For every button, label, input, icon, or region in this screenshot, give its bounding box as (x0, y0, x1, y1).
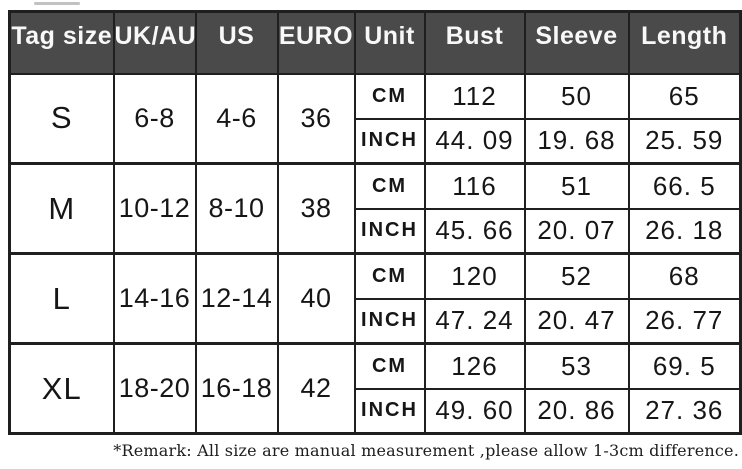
cell-l-inch-length: 26. 77 (627, 297, 742, 345)
row-m-inch: INCH 45. 66 20. 07 26. 18 (10, 207, 742, 255)
cell-tag-xl: XL (8, 342, 115, 435)
header-sleeve: Sleeve (523, 10, 630, 75)
cell-s-cm-bust: 112 (423, 72, 526, 120)
cell-s-cm-length: 65 (627, 72, 742, 120)
cell-s-uk-au: 6-8 (112, 72, 197, 165)
cell-s-unit-inch: INCH (353, 117, 426, 165)
cell-xl-cm-length: 69. 5 (627, 342, 742, 390)
cell-l-cm-length: 68 (627, 252, 742, 300)
cell-s-euro: 36 (276, 72, 356, 165)
row-s-inch: INCH 44. 09 19. 68 25. 59 (10, 117, 742, 165)
cell-s-unit-cm: CM (353, 72, 426, 120)
cropped-text-artifact (34, 2, 80, 5)
cell-m-inch-sleeve: 20. 07 (523, 207, 630, 255)
cell-l-cm-sleeve: 52 (523, 252, 630, 300)
cell-tag-m: M (8, 162, 115, 255)
row-xl-cm: XL 18-20 16-18 42 CM 126 53 69. 5 (8, 342, 742, 435)
cell-xl-inch-sleeve: 20. 86 (523, 387, 630, 435)
cell-m-unit-cm: CM (353, 162, 426, 210)
header-uk-au: UK/AU (112, 10, 197, 75)
row-l-cm: L 14-16 12-14 40 CM 120 52 68 (8, 252, 742, 345)
header-unit: Unit (353, 10, 426, 75)
cell-m-euro: 38 (276, 162, 356, 255)
cell-l-unit-inch: INCH (353, 297, 426, 345)
header-row: Tag size UK/AU US EURO Unit Bust Sleeve … (8, 10, 742, 75)
row-s-cm: S 6-8 4-6 36 CM 112 50 65 (8, 72, 742, 165)
cell-s-us: 4-6 (194, 72, 279, 165)
header-tag-size: Tag size (8, 10, 115, 75)
cell-m-uk-au: 10-12 (112, 162, 197, 255)
header-length: Length (627, 10, 742, 75)
cell-m-inch-length: 26. 18 (627, 207, 742, 255)
cell-xl-inch-bust: 49. 60 (423, 387, 526, 435)
cell-xl-euro: 42 (276, 342, 356, 435)
cell-xl-unit-cm: CM (353, 342, 426, 390)
cell-l-euro: 40 (276, 252, 356, 345)
cell-xl-cm-sleeve: 53 (523, 342, 630, 390)
row-l-inch: INCH 47. 24 20. 47 26. 77 (10, 297, 742, 345)
header-bust: Bust (423, 10, 526, 75)
cell-xl-cm-bust: 126 (423, 342, 526, 390)
cell-m-unit-inch: INCH (353, 207, 426, 255)
cell-s-inch-sleeve: 19. 68 (523, 117, 630, 165)
cell-tag-l: L (8, 252, 115, 345)
cell-l-inch-bust: 47. 24 (423, 297, 526, 345)
remark-text: *Remark: All size are manual measurement… (113, 441, 739, 460)
cell-xl-inch-length: 27. 36 (627, 387, 742, 435)
cell-l-uk-au: 14-16 (112, 252, 197, 345)
header-us: US (194, 10, 279, 75)
cell-m-us: 8-10 (194, 162, 279, 255)
cell-l-us: 12-14 (194, 252, 279, 345)
cell-s-inch-length: 25. 59 (627, 117, 742, 165)
row-m-cm: M 10-12 8-10 38 CM 116 51 66. 5 (8, 162, 742, 255)
cell-tag-s: S (8, 72, 115, 165)
size-chart-table: Tag size UK/AU US EURO Unit Bust Sleeve … (8, 10, 742, 435)
row-xl-inch: INCH 49. 60 20. 86 27. 36 (10, 387, 742, 435)
cell-m-inch-bust: 45. 66 (423, 207, 526, 255)
cell-xl-unit-inch: INCH (353, 387, 426, 435)
cell-xl-uk-au: 18-20 (112, 342, 197, 435)
cell-m-cm-sleeve: 51 (523, 162, 630, 210)
cell-l-inch-sleeve: 20. 47 (523, 297, 630, 345)
cell-m-cm-bust: 116 (423, 162, 526, 210)
cell-l-unit-cm: CM (353, 252, 426, 300)
cell-m-cm-length: 66. 5 (627, 162, 742, 210)
cell-s-inch-bust: 44. 09 (423, 117, 526, 165)
header-euro: EURO (276, 10, 356, 75)
cell-l-cm-bust: 120 (423, 252, 526, 300)
cell-s-cm-sleeve: 50 (523, 72, 630, 120)
cell-xl-us: 16-18 (194, 342, 279, 435)
